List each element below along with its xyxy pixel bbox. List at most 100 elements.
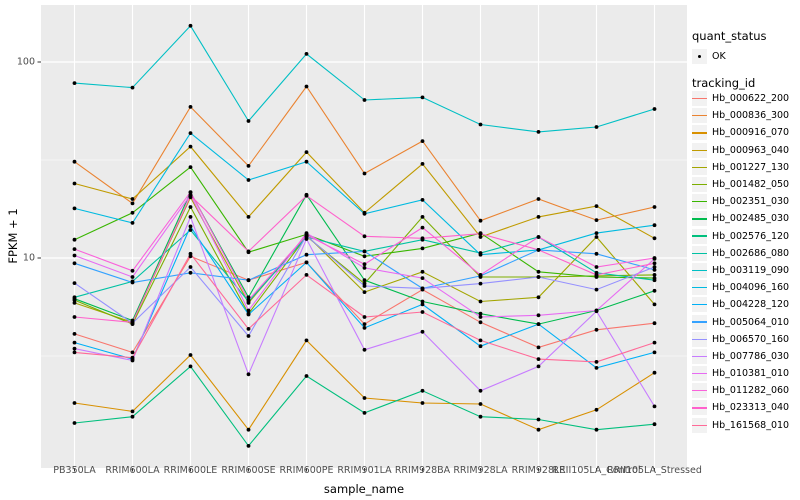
line-symbol-icon	[692, 424, 707, 426]
legend: quant_status OK tracking_id Hb_000622_20…	[692, 30, 798, 434]
x-tick-label-RRIM928LA: RRIM928LA	[453, 465, 508, 476]
legend-entry-quant-ok: OK	[692, 48, 798, 65]
line-symbol-icon	[692, 372, 707, 375]
legend-entry-label: Hb_000916_070	[712, 127, 790, 139]
legend-key-line	[692, 125, 707, 141]
line-symbol-icon	[692, 201, 707, 203]
legend-entry-Hb_006570_160: Hb_006570_160	[692, 331, 798, 348]
legend-key-line	[692, 366, 707, 382]
x-axis-title: sample_name	[323, 482, 405, 496]
legend-entry-label: Hb_002351_030	[712, 196, 790, 208]
legend-tracking-entries: Hb_000622_200 Hb_000836_300 Hb_000916_070 H…	[692, 90, 798, 434]
legend-entry-Hb_001227_130: Hb_001227_130	[692, 159, 798, 176]
x-tick-label-RRIM600LE: RRIM600LE	[163, 465, 218, 476]
legend-key-line	[692, 228, 707, 244]
legend-entry-label: Hb_011282_060	[712, 385, 790, 397]
legend-entry-Hb_003119_090: Hb_003119_090	[692, 262, 798, 279]
legend-entry-Hb_000622_200: Hb_000622_200	[692, 90, 798, 107]
legend-entry-label: Hb_003119_090	[712, 264, 790, 276]
legend-key-line	[692, 91, 707, 107]
legend-entry-Hb_007786_030: Hb_007786_030	[692, 348, 798, 365]
line-symbol-icon	[692, 97, 707, 100]
x-tick-label-PB350LA: PB350LA	[53, 465, 96, 476]
line-symbol-icon	[692, 166, 707, 168]
legend-key-line	[692, 142, 707, 158]
line-symbol-icon	[692, 287, 707, 289]
legend-entry-Hb_000916_070: Hb_000916_070	[692, 124, 798, 141]
y-tick-label-100: 100	[16, 56, 35, 68]
legend-entry-label: Hb_010381_010	[712, 368, 790, 380]
legend-entry-Hb_002485_030: Hb_002485_030	[692, 210, 798, 227]
x-tick-label-RRII105LA_Stressed: RRII105LA_Stressed	[607, 465, 702, 476]
legend-entry-Hb_000836_300: Hb_000836_300	[692, 107, 798, 124]
legend-key-line	[692, 314, 707, 330]
legend-key-line	[692, 211, 707, 227]
legend-entry-Hb_002351_030: Hb_002351_030	[692, 193, 798, 210]
legend-entry-Hb_011282_060: Hb_011282_060	[692, 382, 798, 399]
line-symbol-icon	[692, 390, 707, 392]
legend-entry-Hb_001482_050: Hb_001482_050	[692, 176, 798, 193]
legend-entry-label: Hb_001227_130	[712, 161, 790, 173]
line-symbol-icon	[692, 183, 707, 186]
legend-entry-Hb_000963_040: Hb_000963_040	[692, 142, 798, 159]
legend-entry-Hb_002686_080: Hb_002686_080	[692, 245, 798, 262]
y-axis-title: FPKM + 1	[6, 208, 20, 264]
legend-entry-Hb_023313_040: Hb_023313_040	[692, 399, 798, 416]
legend-entry-label: Hb_161568_010	[712, 419, 790, 431]
x-tick-label-RRIM600PE: RRIM600PE	[279, 465, 334, 476]
legend-entry-label: Hb_005064_010	[712, 316, 790, 328]
legend-entry-label: Hb_002576_120	[712, 230, 790, 242]
legend-key-line	[692, 194, 707, 210]
legend-entry-label: Hb_023313_040	[712, 402, 790, 414]
x-tick-label-RRIM928LE: RRIM928LE	[511, 465, 566, 476]
x-tick-label-RRIM600LA: RRIM600LA	[105, 465, 160, 476]
legend-entry-label: Hb_000836_300	[712, 110, 790, 122]
legend-key-line	[692, 417, 707, 433]
line-symbol-icon	[692, 132, 707, 134]
legend-title-quant-status: quant_status	[692, 29, 767, 43]
line-symbol-icon	[692, 407, 707, 409]
legend-entry-label: Hb_004096_160	[712, 282, 790, 294]
axis-ticks	[37, 61, 655, 472]
legend-key-line	[692, 400, 707, 416]
legend-key-point	[692, 49, 707, 64]
legend-entry-label: Hb_004228_120	[712, 299, 790, 311]
line-symbol-icon	[692, 304, 707, 306]
legend-key-line	[692, 108, 707, 124]
legend-key-line	[692, 331, 707, 347]
legend-entry-label: Hb_000622_200	[712, 93, 790, 105]
legend-entry-label: Hb_001482_050	[712, 179, 790, 191]
legend-entry-label: OK	[712, 51, 726, 62]
legend-key-line	[692, 280, 707, 296]
x-tick-label-RRIM600SE: RRIM600SE	[221, 465, 276, 476]
x-tick-label-RRIM928BA: RRIM928BA	[394, 465, 451, 476]
legend-key-line	[692, 245, 707, 261]
line-symbol-icon	[692, 355, 707, 358]
legend-key-line	[692, 297, 707, 313]
line-symbol-icon	[692, 149, 707, 151]
legend-key-line	[692, 348, 707, 364]
legend-entry-label: Hb_000963_040	[712, 144, 790, 156]
line-symbol-icon	[692, 269, 707, 272]
legend-entry-label: Hb_002485_030	[712, 213, 790, 225]
data-points	[72, 23, 657, 448]
line-symbol-icon	[692, 321, 707, 323]
legend-entry-Hb_004096_160: Hb_004096_160	[692, 279, 798, 296]
legend-entry-label: Hb_002686_080	[712, 247, 790, 259]
line-symbol-icon	[692, 235, 707, 237]
legend-key-line	[692, 262, 707, 278]
line-symbol-icon	[692, 338, 707, 340]
legend-entry-Hb_005064_010: Hb_005064_010	[692, 313, 798, 330]
line-symbol-icon	[692, 252, 707, 254]
x-tick-label-RRII105LA_Control: RRII105LA_Control	[552, 465, 641, 476]
line-symbol-icon	[692, 115, 707, 117]
legend-entry-Hb_004228_120: Hb_004228_120	[692, 296, 798, 313]
legend-entry-label: Hb_006570_160	[712, 333, 790, 345]
x-tick-label-RRIM901LA: RRIM901LA	[337, 465, 392, 476]
line-symbol-icon	[692, 218, 707, 220]
legend-entry-Hb_161568_010: Hb_161568_010	[692, 417, 798, 434]
legend-key-line	[692, 159, 707, 175]
legend-entry-label: Hb_007786_030	[712, 350, 790, 362]
